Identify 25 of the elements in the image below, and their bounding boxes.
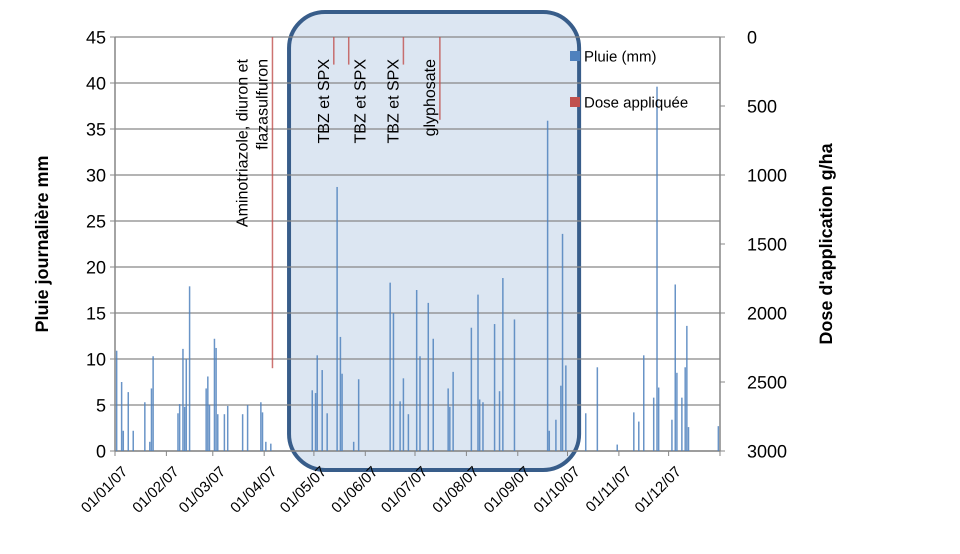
legend-label: Pluie (mm) [584,48,657,66]
y-tick-label: 40 [86,73,106,94]
y2-tick-label: 2500 [747,372,788,392]
y2-tick-label: 500 [747,96,778,116]
y2-tick-label: 1500 [747,234,788,254]
y-tick-label: 45 [86,27,106,48]
y2-tick-label: 2000 [747,303,788,324]
annotation: TBZ et SPX [385,58,402,144]
annotation: glyphosate [422,58,439,136]
y2-tick-label: 3000 [747,441,788,462]
y-tick-label: 5 [96,395,106,416]
y-tick-label: 25 [86,211,106,232]
y2-tick-label: 1000 [747,165,788,186]
y2-tick-label: 0 [747,27,758,48]
annotation: Aminotriazole, diuron et flazasulfuron [234,58,272,228]
y2-axis-title: Dose d'application g/ha [816,142,836,345]
y-tick-label: 35 [86,119,106,140]
y-tick-label: 10 [86,349,106,370]
annotation: TBZ et SPX [316,58,333,144]
y-axis-title: Pluie journalière mm [32,155,52,333]
annotation: TBZ et SPX [352,58,370,144]
y-tick-label: 20 [86,257,106,278]
y-tick-label: 0 [96,441,106,462]
y-tick-label: 30 [86,165,106,186]
y-tick-label: 15 [86,303,106,324]
